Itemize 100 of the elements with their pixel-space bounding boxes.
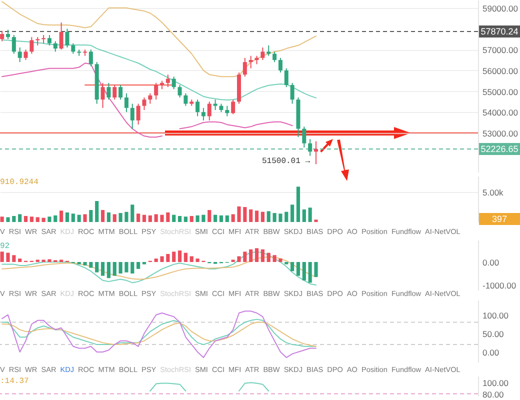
candlestick	[184, 92, 188, 106]
bar	[6, 217, 10, 222]
bar	[95, 201, 99, 222]
bar	[208, 210, 212, 222]
bar	[30, 216, 34, 222]
bar	[124, 212, 128, 222]
bar	[0, 216, 4, 222]
line-series	[2, 1, 316, 78]
bar	[89, 210, 93, 222]
bar	[302, 209, 306, 222]
candlestick	[231, 99, 236, 115]
bar	[118, 262, 122, 274]
bar	[130, 204, 134, 222]
bar	[178, 250, 182, 262]
bar	[184, 216, 188, 222]
ref-line-label: 52226.65	[480, 144, 518, 154]
annotation: 92	[0, 242, 10, 251]
bar	[202, 214, 206, 222]
y-tick-label: 5.00k	[482, 188, 504, 198]
candlestick	[142, 97, 146, 110]
candlestick	[100, 82, 105, 108]
candlestick	[71, 42, 76, 54]
bar	[214, 214, 218, 222]
candlestick	[242, 57, 247, 78]
bar	[12, 216, 16, 222]
candlestick	[6, 29, 10, 40]
bar	[260, 249, 264, 262]
y-tick-label: 100.00	[482, 378, 509, 388]
bar	[18, 258, 22, 262]
bar	[160, 214, 164, 222]
candlestick	[272, 51, 277, 63]
bar	[83, 214, 87, 222]
y-tick-label: 100.00	[482, 310, 509, 320]
bar	[302, 262, 306, 280]
bar	[190, 216, 194, 222]
bar	[308, 208, 312, 222]
bar	[42, 218, 46, 222]
candlestick	[88, 49, 93, 67]
bar	[278, 214, 282, 222]
bar	[243, 252, 247, 262]
candlestick	[308, 138, 312, 156]
bar	[272, 213, 276, 222]
y-tick-label: 0.00	[482, 258, 500, 268]
candlestick	[154, 82, 158, 100]
bar	[260, 212, 264, 222]
candlestick	[248, 55, 253, 69]
bar	[290, 204, 294, 222]
candlestick	[266, 44, 271, 56]
candlestick	[118, 84, 123, 100]
y-tick-label: 53000.00	[482, 128, 518, 138]
y-tick-label: 55000.00	[482, 86, 518, 97]
bar	[136, 214, 140, 222]
bar	[54, 215, 58, 222]
candlestick	[148, 92, 152, 104]
bar	[278, 258, 282, 262]
candlestick	[65, 28, 70, 48]
y-tick-label: 59000.00	[482, 3, 518, 14]
bar	[136, 262, 140, 269]
candlestick	[225, 105, 230, 117]
bar	[190, 256, 194, 262]
candlestick	[30, 36, 34, 54]
candlestick	[213, 99, 218, 110]
y-tick-label: 54000.00	[482, 108, 518, 118]
bar	[106, 212, 110, 222]
bar	[231, 260, 235, 262]
annotation: 51500.01 →	[262, 157, 310, 166]
candlestick	[53, 40, 58, 52]
bar	[219, 215, 224, 222]
candlestick	[124, 92, 128, 113]
annotation: :14.37	[0, 377, 29, 386]
bar	[296, 186, 300, 222]
bar	[314, 262, 318, 277]
bar	[154, 214, 158, 222]
bar	[12, 255, 16, 262]
bar	[266, 211, 270, 222]
bar	[184, 252, 188, 262]
bar	[95, 262, 99, 272]
candlestick	[172, 76, 176, 90]
line-series	[2, 310, 316, 358]
candlestick	[59, 22, 64, 50]
bar	[148, 215, 152, 222]
y-tick-label: -1000.00	[482, 280, 516, 291]
bar	[60, 260, 64, 262]
candlestick	[36, 36, 40, 46]
candlestick	[0, 30, 4, 42]
bar	[266, 252, 270, 262]
bar	[18, 214, 22, 222]
bar	[249, 209, 253, 222]
line-series	[2, 251, 316, 286]
bar	[48, 259, 52, 262]
bar	[231, 214, 235, 222]
bar	[36, 260, 40, 262]
candlestick	[178, 84, 182, 98]
bar	[178, 216, 182, 222]
y-tick-label: 0.00	[482, 347, 500, 358]
candlestick	[136, 103, 140, 126]
bar	[237, 256, 241, 262]
bar	[100, 210, 105, 222]
candlestick	[302, 126, 306, 148]
bar	[237, 206, 241, 222]
